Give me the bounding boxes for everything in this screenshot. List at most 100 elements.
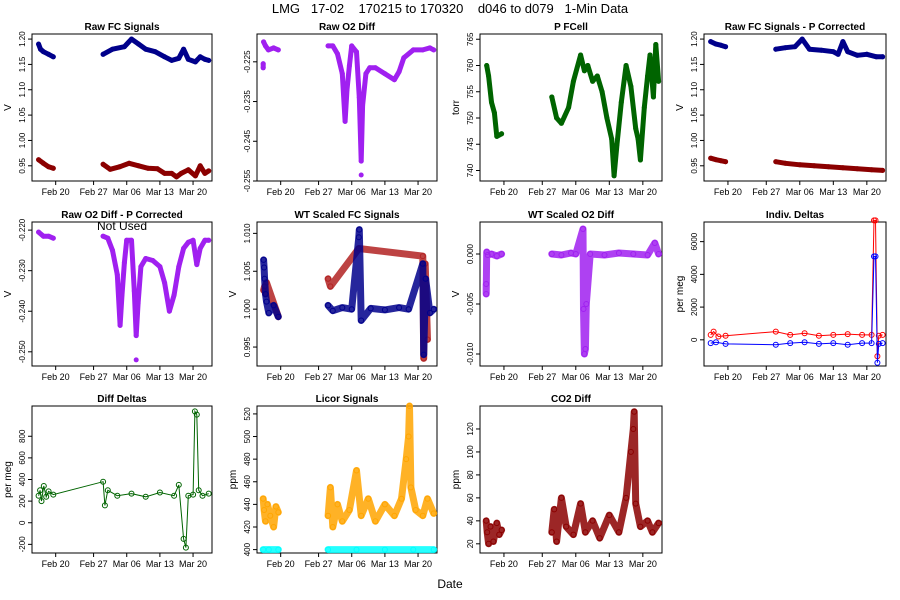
data-point	[327, 484, 334, 491]
series-band	[548, 225, 663, 358]
data-point	[558, 252, 565, 258]
x-tick-label: Mar 13	[819, 372, 847, 382]
chart-panel: Indiv. Deltas Feb 20 Feb 27 Mar 06 Mar 13 Mar…	[675, 210, 887, 382]
data-point	[381, 306, 388, 313]
data-point	[797, 162, 803, 168]
y-tick-label: 460	[243, 475, 252, 489]
data-point	[655, 251, 662, 257]
chart-title: Raw FC Signals - P Corrected	[725, 22, 865, 33]
y-axis-label: V	[451, 290, 462, 297]
y-tick-label: -0.235	[243, 90, 252, 113]
plot-frame	[479, 221, 663, 367]
series-band	[260, 256, 282, 321]
plot-frame	[31, 405, 213, 554]
data-point	[185, 56, 191, 62]
series	[708, 36, 886, 60]
data-point	[431, 47, 437, 53]
y-tick-label: 100	[466, 445, 475, 459]
y-tick-label: 440	[243, 497, 252, 511]
y-tick-label: -0.220	[18, 218, 27, 241]
data-point	[100, 51, 106, 57]
y-tick-label: 80	[466, 470, 475, 479]
data-point	[202, 237, 208, 243]
data-point	[358, 317, 365, 324]
x-axis-label: Date	[437, 577, 463, 591]
data-point	[430, 546, 437, 553]
data-point	[129, 237, 134, 243]
data-point	[40, 233, 46, 239]
data-point	[174, 174, 179, 180]
data-point	[630, 251, 637, 257]
data-point	[554, 115, 560, 121]
plot-frame	[31, 33, 213, 182]
data-point	[637, 523, 644, 530]
data-point	[485, 540, 492, 547]
data-point	[585, 63, 591, 68]
data-point	[372, 518, 379, 525]
data-point	[131, 288, 137, 294]
data-point	[419, 512, 426, 519]
data-point	[653, 42, 659, 47]
x-tick-label: Mar 06	[786, 187, 814, 197]
x-tick-label: Feb 20	[490, 187, 518, 197]
data-point	[50, 235, 56, 241]
data-point	[145, 165, 151, 171]
data-point	[275, 313, 282, 320]
x-tick-label: Feb 20	[267, 372, 295, 382]
y-tick-label: 500	[243, 429, 252, 443]
data-point	[275, 546, 282, 553]
data-point	[181, 245, 187, 251]
chart-panel: Raw FC Signals Feb 20 Feb 27 Mar 06 Mar 13 Ma…	[3, 22, 213, 197]
data-point	[129, 36, 134, 42]
data-point	[175, 481, 182, 488]
series-line	[710, 255, 883, 363]
data-point	[707, 331, 714, 338]
data-point	[806, 46, 812, 52]
data-point	[611, 173, 617, 179]
data-point	[171, 292, 177, 298]
data-point	[360, 103, 366, 108]
data-point	[650, 94, 656, 100]
chart-title: Raw FC Signals	[84, 22, 159, 33]
data-point	[275, 47, 281, 53]
x-tick-label: Mar 13	[146, 559, 174, 569]
x-tick-label: Mar 06	[338, 559, 366, 569]
data-point	[260, 546, 267, 553]
chart-title: Indiv. Deltas	[766, 210, 825, 221]
y-tick-label: 1.15	[18, 56, 27, 72]
data-point	[493, 520, 500, 527]
data-point	[101, 502, 108, 509]
series	[36, 36, 212, 65]
series	[260, 245, 431, 362]
data-point	[263, 298, 270, 305]
data-point	[325, 275, 332, 282]
data-point	[195, 487, 202, 494]
data-point	[121, 44, 127, 50]
data-point	[587, 251, 594, 257]
data-point	[162, 170, 168, 176]
series	[133, 357, 139, 363]
chart-panel: P FCell Feb 20 Feb 27 Mar 06 Mar 13 Mar 20 740…	[451, 22, 663, 197]
data-point	[426, 309, 433, 316]
data-point	[614, 141, 620, 147]
data-point	[599, 89, 605, 95]
data-point	[353, 467, 360, 474]
data-point	[879, 340, 886, 347]
data-point	[840, 39, 846, 45]
y-tick-label: 20	[466, 539, 475, 548]
series-line	[100, 233, 212, 339]
data-point	[723, 159, 729, 165]
data-point	[570, 531, 577, 538]
data-point	[117, 164, 123, 170]
data-point	[618, 99, 624, 105]
data-point	[713, 157, 719, 163]
data-point	[830, 340, 837, 347]
y-tick-label: 420	[243, 520, 252, 534]
data-point	[875, 340, 882, 347]
data-point	[801, 330, 808, 337]
data-point	[262, 291, 269, 297]
data-point	[325, 546, 332, 553]
data-point	[594, 73, 600, 79]
data-point	[128, 490, 135, 497]
y-tick-label: 0.95	[18, 157, 27, 173]
